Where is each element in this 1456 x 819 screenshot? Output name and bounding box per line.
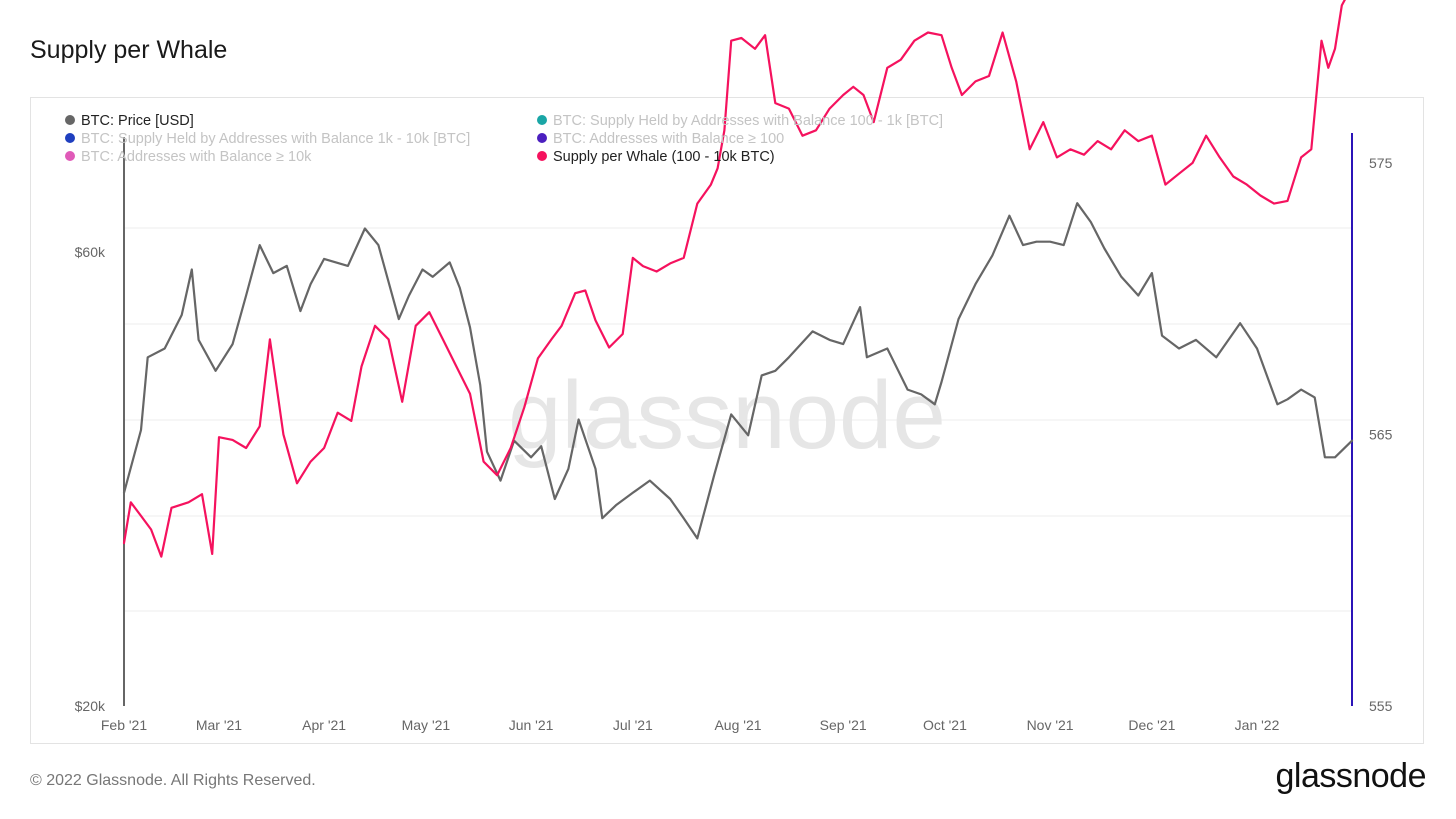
legend-label: BTC: Price [USD] [81, 113, 194, 129]
y-left-tick-label: $60k [75, 244, 106, 260]
x-tick-label: Mar '21 [196, 717, 242, 733]
watermark: glassnode [508, 362, 946, 469]
legend: BTC: Price [USD] BTC: Supply Held by Addr… [65, 113, 943, 165]
x-tick-label: May '21 [402, 717, 451, 733]
supply-per-whale-line [122, 0, 1346, 558]
legend-label: BTC: Supply Held by Addresses with Balan… [553, 113, 943, 129]
page-title: Supply per Whale [30, 36, 228, 64]
y-right-tick-label: 555 [1369, 698, 1393, 714]
legend-item-2[interactable]: BTC: Supply Held by Addresses with Balan… [65, 131, 470, 147]
x-tick-label: Feb '21 [101, 717, 147, 733]
legend-item-4[interactable]: BTC: Addresses with Balance ≥ 10k [65, 149, 312, 165]
glassnode-logo[interactable]: glassnode [1275, 757, 1426, 795]
axes [123, 133, 1353, 706]
legend-label: BTC: Supply Held by Addresses with Balan… [81, 131, 470, 147]
legend-dot-icon [537, 133, 547, 143]
x-axis-ticks: Feb '21 Mar '21 Apr '21 May '21 Jun '21 Jul '… [101, 717, 1280, 733]
y-right-tick-label: 565 [1369, 426, 1393, 442]
legend-item-0[interactable]: BTC: Price [USD] [65, 113, 194, 129]
legend-dot-icon [65, 151, 75, 161]
legend-dot-icon [65, 115, 75, 125]
legend-label: Supply per Whale (100 - 10k BTC) [553, 149, 775, 165]
btc-price-line [122, 202, 1354, 540]
x-tick-label: Jun '21 [509, 717, 554, 733]
copyright-footer: © 2022 Glassnode. All Rights Reserved. [30, 772, 316, 789]
legend-label: BTC: Addresses with Balance ≥ 100 [553, 131, 784, 147]
x-tick-label: Oct '21 [923, 717, 967, 733]
series-layer [122, 0, 1354, 558]
x-tick-label: Jan '22 [1235, 717, 1280, 733]
gridlines [124, 227, 1352, 612]
x-tick-label: Dec '21 [1128, 717, 1175, 733]
legend-item-5[interactable]: Supply per Whale (100 - 10k BTC) [537, 149, 775, 165]
legend-dot-icon [537, 151, 547, 161]
x-tick-label: Nov '21 [1027, 717, 1074, 733]
legend-item-1[interactable]: BTC: Supply Held by Addresses with Balan… [537, 113, 943, 129]
y-right-tick-label: 575 [1369, 155, 1393, 171]
legend-dot-icon [537, 115, 547, 125]
x-tick-label: Jul '21 [613, 717, 653, 733]
x-tick-label: Apr '21 [302, 717, 346, 733]
legend-label: BTC: Addresses with Balance ≥ 10k [81, 149, 312, 165]
y-axis-ticks: $20k $60k 555 565 575 [75, 155, 1393, 714]
x-tick-label: Sep '21 [820, 717, 867, 733]
x-tick-label: Aug '21 [714, 717, 761, 733]
y-left-tick-label: $20k [75, 698, 106, 714]
legend-dot-icon [65, 133, 75, 143]
legend-item-3[interactable]: BTC: Addresses with Balance ≥ 100 [537, 131, 784, 147]
